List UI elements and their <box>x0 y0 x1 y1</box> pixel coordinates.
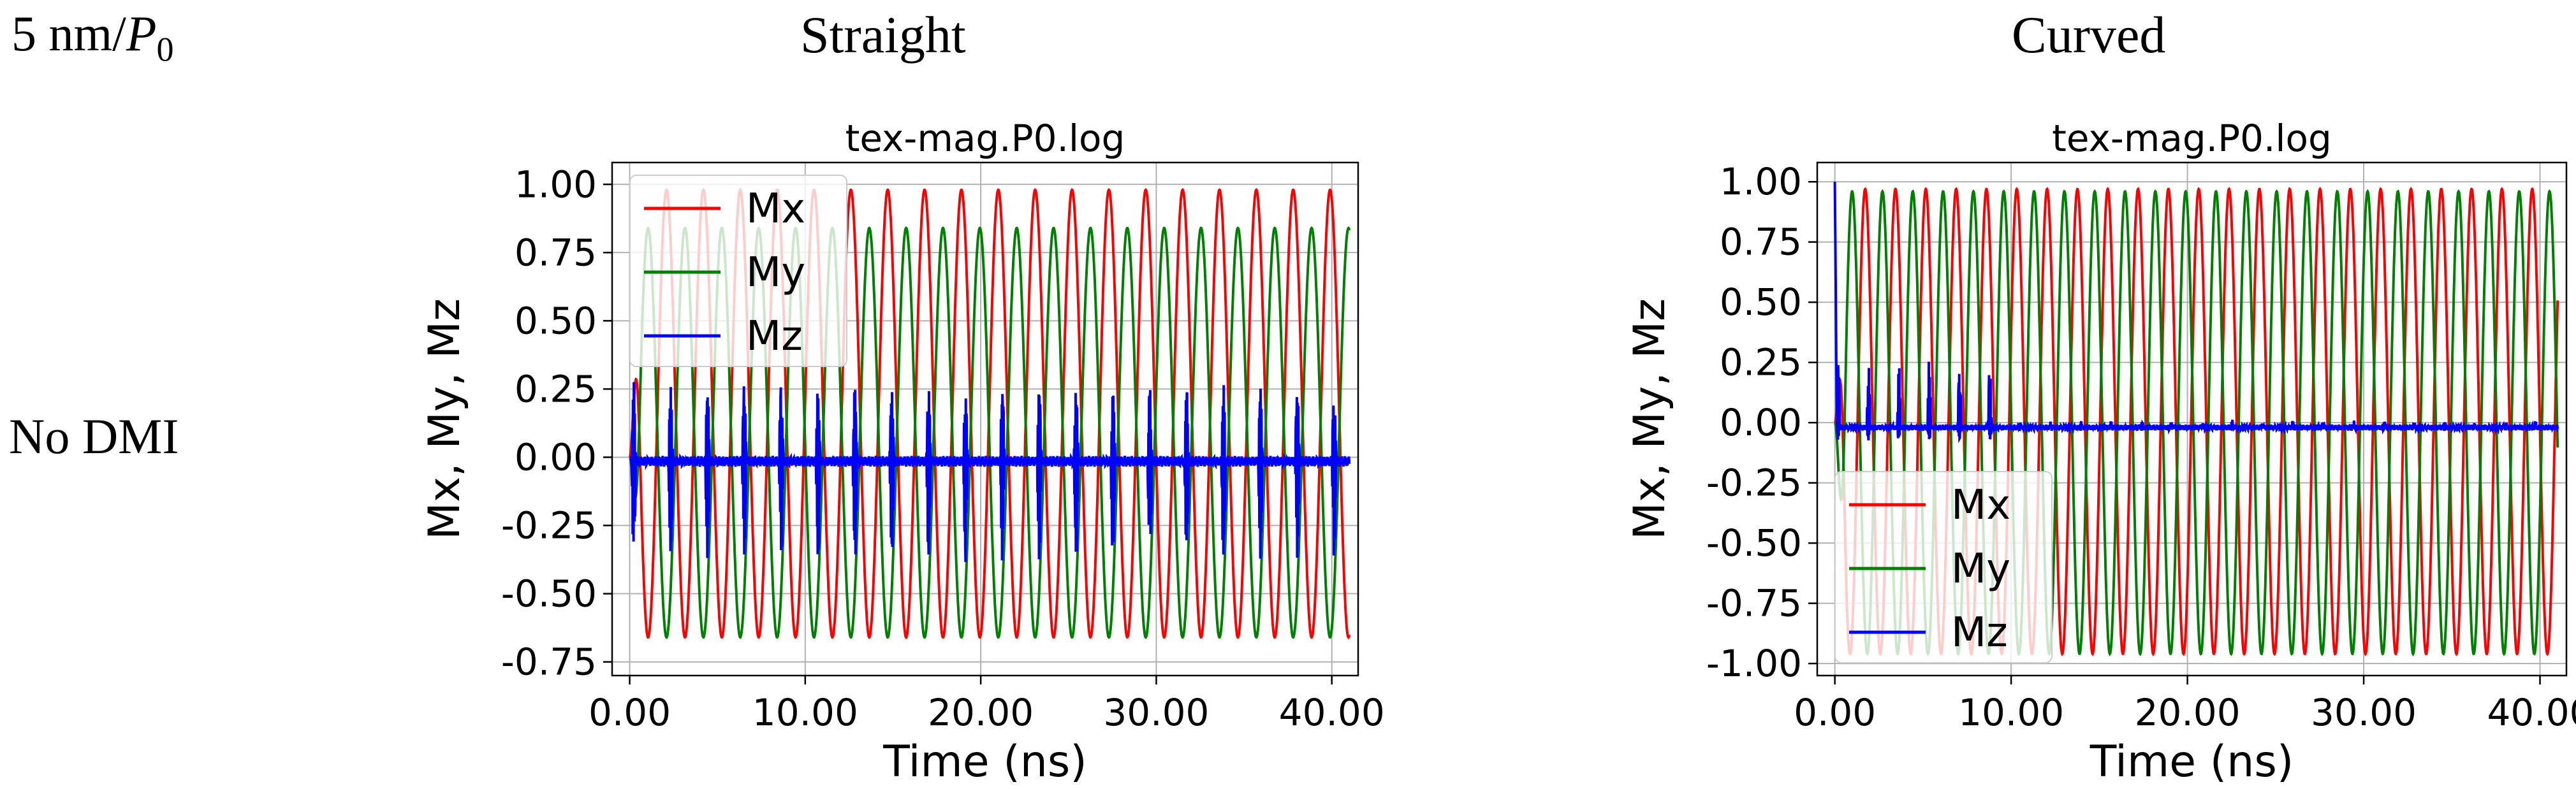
chart-title: tex-mag.P0.log <box>2052 117 2332 160</box>
plot-frame <box>1816 161 2568 677</box>
x-tick-label: 40.00 <box>2487 691 2576 734</box>
y-tick-label: 0.25 <box>515 367 597 410</box>
y-axis-label: Mx, My, Mz <box>1625 298 1675 540</box>
x-tick-label: 10.00 <box>1958 691 2064 734</box>
series-line-my <box>629 226 1351 639</box>
scale-label-sub: 0 <box>156 30 174 69</box>
y-tick-label: 0.00 <box>1720 401 1802 444</box>
x-tick-label: 40.00 <box>1279 691 1385 734</box>
y-tick-label: 0.50 <box>1720 280 1802 324</box>
column-title-curved: Curved <box>2012 6 2166 64</box>
x-tick-label: 20.00 <box>2135 691 2241 734</box>
x-tick-label: 0.00 <box>589 691 671 734</box>
column-title-straight: Straight <box>800 6 966 64</box>
x-tick-label: 30.00 <box>1103 691 1209 734</box>
row-label-no-dmi: No DMI <box>9 409 179 464</box>
x-tick-label: 10.00 <box>752 691 858 734</box>
y-tick-label: -0.50 <box>501 572 597 616</box>
series-line-mz <box>629 382 1351 563</box>
y-tick-label: 0.75 <box>515 231 597 274</box>
y-tick-label: 1.00 <box>1720 160 1802 203</box>
plot-frame <box>611 161 1359 677</box>
y-tick-label: -0.25 <box>1706 461 1802 505</box>
x-tick-label: 0.00 <box>1794 691 1876 734</box>
legend-label-my: My <box>746 249 805 296</box>
legend-box <box>1834 471 2053 663</box>
x-axis-label: Time (ns) <box>2089 737 2294 787</box>
scale-label-var: P <box>126 6 157 61</box>
legend-label-mx: Mx <box>1951 482 2010 529</box>
y-tick-label: -0.75 <box>1706 582 1802 625</box>
y-tick-label: -0.75 <box>501 641 597 684</box>
legend-label-mz: Mz <box>746 313 803 360</box>
y-axis-label: Mx, My, Mz <box>420 298 470 540</box>
legend-label-mz: Mz <box>1951 609 2008 656</box>
y-tick-label: 0.25 <box>1720 341 1802 384</box>
x-tick-label: 30.00 <box>2311 691 2417 734</box>
scale-label-main: 5 nm/ <box>11 6 126 61</box>
chart-panel-straight: 0.00 10.00 20.00 30.00 40.00 1.00 0.75 0.50 0.25… <box>420 117 1385 787</box>
y-tick-label: -0.50 <box>1706 521 1802 565</box>
y-tick-label: -0.25 <box>501 503 597 547</box>
legend-label-my: My <box>1951 546 2010 593</box>
series-line-mz <box>1833 182 2559 444</box>
legend: Mx My Mz <box>629 175 847 367</box>
y-tick-label: -1.00 <box>1706 642 1802 685</box>
series-line-mx <box>1833 186 2559 656</box>
y-tick-label: 0.00 <box>515 435 597 479</box>
legend-box <box>629 175 847 367</box>
y-tick-label: 0.50 <box>515 299 597 342</box>
chart-title: tex-mag.P0.log <box>845 117 1125 160</box>
y-tick-label: 1.00 <box>515 163 597 206</box>
legend: Mx My Mz <box>1834 471 2053 663</box>
legend-label-mx: Mx <box>746 185 805 233</box>
scale-label: 5 nm/P0 <box>11 5 174 69</box>
chart-panel-curved: 0.00 10.00 20.00 30.00 40.00 1.00 0.75 0.50 0.25… <box>1625 117 2576 787</box>
y-tick-label: 0.75 <box>1720 221 1802 264</box>
x-axis-label: Time (ns) <box>882 737 1087 787</box>
x-tick-label: 20.00 <box>928 691 1034 734</box>
